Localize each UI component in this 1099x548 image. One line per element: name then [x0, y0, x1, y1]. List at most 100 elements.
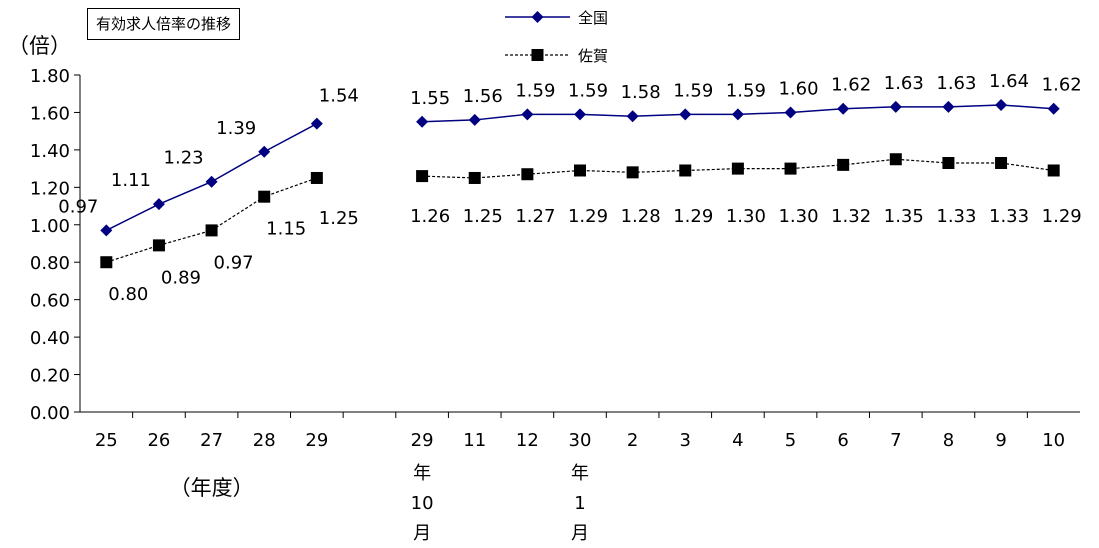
y-tick-label: 0.80: [30, 253, 70, 274]
national-marker: [100, 224, 113, 237]
saga-data-label: 1.25: [319, 208, 359, 229]
x-tick-sublabel: 10: [411, 493, 434, 514]
x-tick-label: 26: [147, 430, 170, 451]
x-tick-sublabel: 年: [571, 463, 589, 484]
national-marker: [889, 100, 902, 113]
national-data-label: 1.62: [831, 75, 871, 96]
x-tick-label: 2: [627, 430, 638, 451]
national-marker: [152, 198, 165, 211]
national-marker: [995, 98, 1008, 111]
saga-marker: [784, 162, 797, 175]
saga-marker: [310, 171, 323, 184]
national-marker: [521, 108, 534, 121]
saga-data-label: 1.33: [936, 206, 976, 227]
y-tick-label: 0.00: [30, 403, 70, 424]
y-tick-label: 1.00: [30, 216, 70, 237]
saga-data-label: 1.27: [515, 206, 555, 227]
national-marker: [531, 11, 544, 23]
saga-data-label: 1.29: [568, 206, 608, 227]
national-data-label: 1.54: [319, 86, 359, 107]
saga-marker: [416, 170, 429, 183]
national-marker: [784, 106, 797, 119]
national-marker: [679, 108, 692, 121]
x-tick-label: 6: [837, 430, 848, 451]
saga-marker: [679, 164, 692, 177]
x-tick-sublabel: 1: [574, 493, 585, 514]
saga-annual-line: [106, 177, 318, 263]
x-tick-label: 12: [516, 430, 539, 451]
national-marker: [626, 110, 639, 123]
national-data-label: 1.11: [111, 170, 151, 191]
saga-marker: [531, 49, 544, 61]
national-data-label: 0.97: [58, 196, 98, 217]
saga-data-label: 0.97: [214, 252, 254, 273]
saga-marker: [942, 156, 955, 169]
saga-marker: [152, 239, 165, 252]
x-tick-label: 29: [305, 430, 328, 451]
national-marker: [310, 117, 323, 130]
saga-data-label: 1.33: [989, 206, 1029, 227]
saga-marker: [1047, 164, 1060, 177]
national-marker: [205, 175, 218, 188]
saga-data-label: 1.35: [884, 206, 924, 227]
x-tick-sublabel: 月: [571, 523, 589, 544]
x-tick-label: 11: [463, 430, 486, 451]
saga-data-label: 1.26: [410, 206, 450, 227]
chart-title: 有効求人倍率の推移: [87, 8, 241, 40]
legend-national-label: 全国: [578, 9, 608, 27]
saga-data-label: 1.32: [831, 206, 871, 227]
saga-data-label: 0.89: [161, 267, 201, 288]
y-tick-label: 0.40: [30, 328, 70, 349]
x-tick-label: 4: [732, 430, 743, 451]
national-data-label: 1.64: [989, 71, 1029, 92]
saga-data-label: 1.29: [673, 206, 713, 227]
national-data-label: 1.58: [621, 82, 661, 103]
y-tick-label: 0.60: [30, 291, 70, 312]
saga-marker: [995, 156, 1008, 169]
x-tick-label: 10: [1042, 430, 1065, 451]
y-tick-label: 0.20: [30, 366, 70, 387]
national-marker: [416, 115, 429, 128]
x-tick-sublabel: 月: [413, 523, 431, 544]
national-marker: [837, 102, 850, 115]
x-tick-label: 8: [943, 430, 954, 451]
saga-marker: [258, 190, 271, 203]
national-marker: [468, 113, 481, 126]
national-marker: [942, 100, 955, 113]
series-markers: [100, 98, 1060, 269]
national-marker: [574, 108, 586, 121]
saga-marker: [889, 153, 902, 166]
national-marker: [1047, 102, 1060, 115]
y-axis-unit-label: （倍）: [8, 34, 71, 58]
x-axis-label: （年度）: [170, 476, 254, 500]
saga-marker: [626, 166, 639, 179]
saga-marker: [468, 171, 481, 184]
saga-data-label: 1.25: [463, 206, 503, 227]
national-data-label: 1.62: [1042, 75, 1082, 96]
saga-data-label: 1.29: [1042, 206, 1082, 227]
y-tick-label: 1.80: [30, 66, 70, 87]
saga-marker: [574, 164, 586, 177]
saga-marker: [731, 162, 744, 175]
national-data-label: 1.60: [778, 78, 818, 99]
legend-saga-label: 佐賀: [578, 47, 608, 65]
saga-data-label: 1.28: [621, 206, 661, 227]
saga-marker: [521, 168, 534, 181]
national-data-label: 1.59: [515, 80, 555, 101]
saga-marker: [205, 224, 218, 237]
national-data-label: 1.56: [463, 86, 503, 107]
x-tick-label: 30: [569, 430, 592, 451]
y-tick-label: 1.60: [30, 103, 70, 124]
saga-marker: [100, 256, 113, 269]
national-marker: [731, 108, 744, 121]
y-tick-label: 1.20: [30, 178, 70, 199]
saga-data-label: 0.80: [108, 284, 148, 305]
x-tick-label: 28: [253, 430, 276, 451]
x-tick-label: 3: [680, 430, 691, 451]
saga-marker: [837, 158, 850, 171]
data-labels: 0.97 1.11 1.23 1.39 1.54 0.80 0.89 0.97 1.15 1.25…: [58, 71, 1081, 305]
national-data-label: 1.23: [164, 148, 204, 169]
national-data-label: 1.63: [936, 73, 976, 94]
saga-data-label: 1.30: [726, 206, 766, 227]
